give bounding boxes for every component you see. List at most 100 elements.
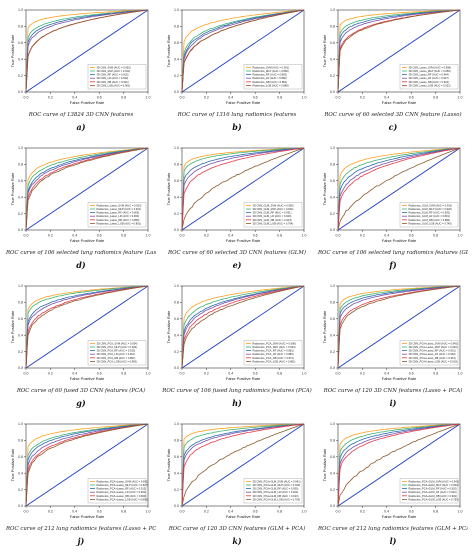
roc-panel-11: 0.0 0.2 0.4 0.6 0.8 1.0 0.0 0.2 0.4 0.6 0.8 1.0 Fals… [162,418,312,554]
roc-plot: 0.0 0.2 0.4 0.6 0.8 1.0 0.0 0.2 0.4 0.6 0.8 1.0 Fals… [322,284,463,381]
x-tick-label: 0.8 [433,234,438,238]
y-tick-label: 0.8 [18,439,23,443]
y-tick-label: 0.4 [18,195,23,199]
legend-entry: Radiomics_DB (AUC = 0.881) [253,80,288,84]
x-axis-label: False Positive Rate [70,100,105,105]
legend-entry: 3D CNN_Lasso_DB (AUC = 0.924) [409,80,450,84]
x-tick-label: 0.6 [409,372,414,376]
x-tick-label: 0.8 [121,96,126,100]
legend-entry: Radiomics_GLM_RF (AUC = 0.905) [409,211,451,215]
x-tick-label: 1.0 [458,96,463,100]
panel-caption: ROC curve of 13824 3D CNN features [28,112,134,118]
x-tick-label: 0.0 [336,96,341,100]
y-tick-label: 0.6 [174,455,179,459]
y-tick-label: 0.0 [174,366,179,370]
legend-box [399,340,459,366]
x-tick-label: 0.0 [180,510,185,514]
x-tick-label: 0.0 [336,372,341,376]
panel-caption: ROC curve of 106 selected lung radiomics… [6,250,156,256]
x-tick-label: 0.0 [336,510,341,514]
y-axis-label: True Positive Rate [322,34,327,68]
legend-box [243,340,303,366]
legend-entry: Radiomics_PCA+Lasso_LR (AUC = 0.903) [97,490,147,494]
panel-letter: j) [77,536,85,546]
y-tick-label: 0.0 [330,504,335,508]
x-tick-label: 0.2 [360,510,365,514]
y-tick-label: 0.0 [18,228,23,232]
x-tick-label: 0.0 [180,96,185,100]
panel-caption: ROC curve of 60 fused 3D CNN features (P… [16,388,146,394]
roc-plot: 0.0 0.2 0.4 0.6 0.8 1.0 0.0 0.2 0.4 0.6 0.8 1.0 Fals… [10,422,151,519]
y-tick-label: 0.4 [174,471,179,475]
legend-box [87,340,147,366]
panel-caption: ROC curve of 106 selected lung radiomics… [318,250,468,256]
legend-entry: 3D CNN_Lasso_RF (AUC = 0.944) [409,73,449,77]
y-axis-label: True Positive Rate [322,172,327,206]
legend-entry: Radiomics_GLM_LR (AUC = 0.891) [409,214,450,218]
roc-curve-series-2 [337,423,461,507]
x-axis-label: False Positive Rate [382,514,417,519]
legend-entry: 3D CNN_Lasso_LGB (AUC = 0.922) [409,83,451,87]
x-tick-label: 0.4 [72,96,77,100]
roc-curve-series-1 [25,147,149,231]
y-tick-label: 0.4 [330,57,335,61]
y-tick-label: 0.0 [18,504,23,508]
panel-letter: h) [232,398,242,408]
y-tick-label: 0.2 [330,488,335,492]
x-tick-label: 0.4 [384,510,389,514]
legend-entry: Radiomics_Lasso_LGB (AUC = 0.891) [97,221,142,225]
chance-line [181,147,305,231]
legend-entry: 3D CNN_Lasso_MLP (AUC = 0.956) [409,69,451,73]
x-tick-label: 0.4 [228,510,233,514]
chance-line [25,285,149,369]
legend-box [399,478,459,504]
legend-entry: 3D CNN_GLM_RF (AUC = 0.931) [253,211,292,215]
legend-entry: Radiomics_Lasso_LR (AUC = 0.900) [97,214,140,218]
y-axis-label: True Positive Rate [10,448,15,482]
x-tick-label: 0.2 [204,234,209,238]
roc-curve-series-1 [337,423,461,507]
panel-caption: ROC curve of 60 selected 3D CNN feature … [324,112,462,118]
roc-panel-7: 0.0 0.2 0.4 0.6 0.8 1.0 0.0 0.2 0.4 0.6 0.8 1.0 Fals… [6,280,156,416]
y-tick-label: 0.0 [174,504,179,508]
panel-letter: k) [232,536,242,546]
roc-curve-series-6 [181,147,305,231]
legend-entry: 3D CNN_LGB (AUC = 0.901) [97,83,131,87]
legend-entry: Radiomics_PCA+GLM_LGB (AUC = 0.750) [409,497,459,501]
roc-curve-series-2 [181,285,305,369]
x-tick-label: 1.0 [302,234,307,238]
y-axis-label: True Positive Rate [10,34,15,68]
legend-entry: Radiomics_PCA_LGB (AUC = 0.861) [253,359,296,363]
x-tick-label: 1.0 [146,510,151,514]
y-tick-label: 0.8 [174,163,179,167]
legend-entry: Radiomics_GLM_LGB (AUC = 0.745) [409,221,452,225]
y-axis-label: True Positive Rate [166,310,171,344]
y-tick-label: 1.0 [330,284,335,288]
x-tick-label: 0.6 [253,234,258,238]
y-axis-label: True Positive Rate [166,34,171,68]
roc-curve-series-3 [181,147,305,231]
x-tick-label: 0.0 [336,234,341,238]
roc-curve-series-6 [181,423,305,507]
roc-curve-series-4 [181,285,305,369]
y-axis-label: True Positive Rate [322,310,327,344]
x-tick-label: 0.2 [204,96,209,100]
legend-entry: 3D CNN_PCA+GLM_SVM (AUC = 0.961) [253,479,301,483]
legend-entry: 3D CNN_PCA+Lasso_RF (AUC = 0.931) [409,349,456,353]
roc-curve-series-3 [337,423,461,507]
legend-entry: Radiomics_PCA+Lasso_SVM (AUC = 0.931) [97,479,149,483]
roc-curve-series-3 [337,147,461,231]
x-tick-label: 0.6 [409,96,414,100]
roc-plot: 0.0 0.2 0.4 0.6 0.8 1.0 0.0 0.2 0.4 0.6 0.8 1.0 Fals… [166,8,307,105]
roc-curve-series-6 [181,9,305,93]
panel-letter: g) [76,398,86,408]
legend-entry: Radiomics_RF (AUC = 0.883) [253,73,288,77]
legend-entry: Radiomics_PCA+GLM_DB (AUC = 0.902) [409,494,458,498]
y-tick-label: 1.0 [174,284,179,288]
legend-entry: Radiomics_SVM (AUC = 0.901) [253,65,290,69]
x-tick-label: 0.0 [24,510,29,514]
x-tick-label: 0.6 [97,372,102,376]
y-tick-label: 0.2 [18,74,23,78]
chance-line [181,9,305,93]
